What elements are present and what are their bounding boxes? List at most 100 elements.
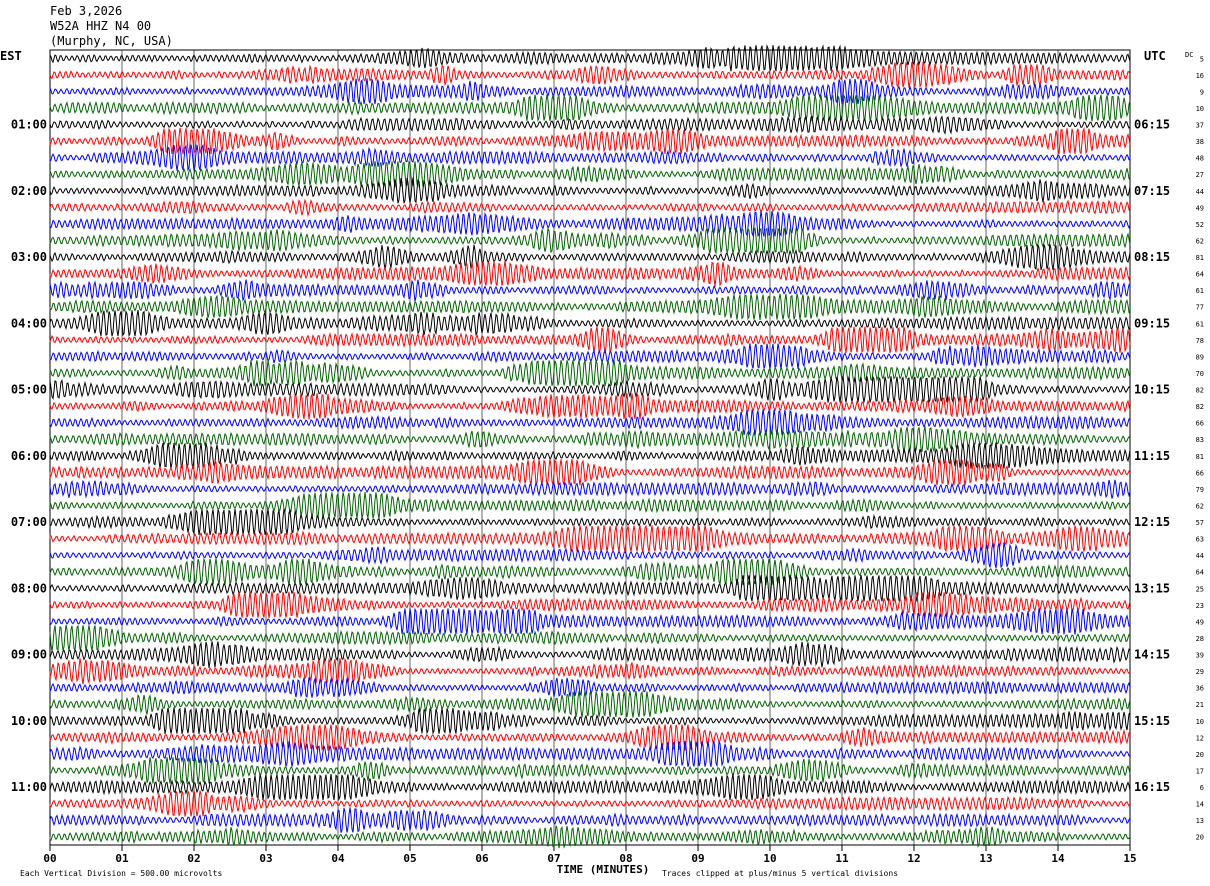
dc-offset-value: 64 bbox=[1196, 569, 1204, 577]
left-hour-label: 05:00 bbox=[11, 383, 47, 397]
dc-offset-value: 25 bbox=[1196, 585, 1204, 593]
dc-offset-value: 36 bbox=[1196, 685, 1204, 693]
seismic-trace-row-29 bbox=[49, 507, 1131, 536]
seismic-trace-row-43 bbox=[49, 740, 1131, 768]
seismic-trace-row-30 bbox=[49, 524, 1131, 554]
dc-offset-value: 49 bbox=[1196, 618, 1204, 626]
dc-offset-value: 66 bbox=[1196, 420, 1204, 428]
left-timezone-label: EST bbox=[0, 49, 22, 63]
dc-offset-value: 17 bbox=[1196, 767, 1204, 775]
left-hour-label: 03:00 bbox=[11, 250, 47, 264]
seismic-trace-row-27 bbox=[49, 479, 1131, 499]
seismic-trace-row-31 bbox=[49, 542, 1131, 569]
seismic-trace-row-7 bbox=[49, 143, 1131, 172]
x-tick-label: 04 bbox=[331, 852, 345, 865]
dc-offset-value: 79 bbox=[1196, 486, 1204, 494]
dc-offset-value: 16 bbox=[1196, 72, 1204, 80]
dc-offset-value: 37 bbox=[1196, 122, 1204, 130]
seismic-trace-row-35 bbox=[49, 607, 1131, 635]
right-hour-label: 09:15 bbox=[1134, 316, 1170, 330]
header-date: Feb 3,2026 bbox=[50, 4, 123, 18]
left-hour-label: 10:00 bbox=[11, 714, 47, 728]
dc-offset-value: 14 bbox=[1196, 801, 1204, 809]
seismic-trace-row-1 bbox=[49, 44, 1131, 72]
left-hour-label: 04:00 bbox=[11, 316, 47, 330]
dc-offset-value: 83 bbox=[1196, 436, 1204, 444]
dc-offset-value: 44 bbox=[1196, 188, 1204, 196]
dc-offset-value: 5 bbox=[1200, 55, 1204, 63]
x-tick-label: 10 bbox=[763, 852, 776, 865]
scale-note: Each Vertical Division = 500.00 microvol… bbox=[20, 869, 222, 878]
left-hour-label: 01:00 bbox=[11, 118, 47, 132]
dc-offset-value: 6 bbox=[1200, 784, 1204, 792]
right-hour-label: 12:15 bbox=[1134, 515, 1170, 529]
left-hour-label: 06:00 bbox=[11, 449, 47, 463]
seismic-trace-row-36 bbox=[49, 624, 1131, 653]
seismic-trace-row-12 bbox=[49, 226, 1131, 255]
dc-offset-value: 82 bbox=[1196, 387, 1204, 395]
dc-offset-value: 12 bbox=[1196, 734, 1204, 742]
seismic-trace-row-34 bbox=[49, 591, 1131, 619]
dc-offset-value: 48 bbox=[1196, 155, 1204, 163]
dc-offset-value: 10 bbox=[1196, 105, 1204, 113]
dc-offset-value: 52 bbox=[1196, 221, 1204, 229]
dc-offset-value: 27 bbox=[1196, 171, 1204, 179]
dc-offset-value: 10 bbox=[1196, 718, 1204, 726]
right-hour-label: 06:15 bbox=[1134, 118, 1170, 132]
seismic-trace-row-20 bbox=[49, 358, 1131, 387]
seismic-trace-row-16 bbox=[49, 293, 1131, 321]
header-station: W52A HHZ N4 00 bbox=[50, 19, 152, 33]
seismic-trace-row-3 bbox=[49, 78, 1131, 105]
seismic-trace-row-22 bbox=[49, 392, 1131, 420]
seismic-trace-row-6 bbox=[49, 126, 1131, 155]
dc-offset-value: 20 bbox=[1196, 751, 1204, 759]
seismic-trace-row-46 bbox=[49, 789, 1131, 817]
seismic-trace-row-2 bbox=[49, 61, 1131, 89]
left-hour-label: 09:00 bbox=[11, 648, 47, 662]
dc-offset-value: 13 bbox=[1196, 817, 1204, 825]
x-tick-label: 09 bbox=[691, 852, 704, 865]
right-hour-label: 10:15 bbox=[1134, 383, 1170, 397]
dc-offset-value: 28 bbox=[1196, 635, 1204, 643]
x-tick-label: 15 bbox=[1123, 852, 1136, 865]
clip-note: Traces clipped at plus/minus 5 vertical … bbox=[662, 869, 898, 878]
seismic-trace-row-21 bbox=[49, 375, 1131, 404]
dc-offset-value: 82 bbox=[1196, 403, 1204, 411]
x-tick-label: 05 bbox=[403, 852, 416, 865]
dc-offset-value: 62 bbox=[1196, 502, 1204, 510]
seismic-trace-row-4 bbox=[49, 93, 1131, 123]
x-axis-title: TIME (MINUTES) bbox=[557, 863, 650, 876]
right-hour-label: 16:15 bbox=[1134, 780, 1170, 794]
seismic-trace-row-23 bbox=[49, 409, 1131, 437]
right-hour-label: 14:15 bbox=[1134, 648, 1170, 662]
seismic-trace-row-17 bbox=[49, 309, 1131, 338]
seismic-trace-row-26 bbox=[49, 458, 1131, 486]
dc-offset-header: DC bbox=[1185, 51, 1193, 59]
dc-offset-value: 81 bbox=[1196, 453, 1204, 461]
dc-offset-value: 70 bbox=[1196, 370, 1204, 378]
seismic-trace-row-28 bbox=[49, 491, 1131, 519]
seismic-trace-row-19 bbox=[49, 343, 1131, 370]
x-tick-label: 08 bbox=[619, 852, 632, 865]
seismic-trace-row-38 bbox=[49, 657, 1131, 685]
dc-offset-value: 21 bbox=[1196, 701, 1204, 709]
dc-offset-value: 44 bbox=[1196, 552, 1204, 560]
dc-offset-value: 62 bbox=[1196, 237, 1204, 245]
x-tick-label: 01 bbox=[115, 852, 129, 865]
x-tick-label: 14 bbox=[1051, 852, 1065, 865]
seismic-trace-row-39 bbox=[49, 677, 1131, 698]
seismic-trace-row-18 bbox=[49, 326, 1131, 354]
seismic-trace-row-48 bbox=[49, 825, 1131, 849]
dc-offset-value: 9 bbox=[1200, 88, 1204, 96]
seismic-trace-row-24 bbox=[49, 426, 1131, 454]
dc-offset-value: 49 bbox=[1196, 204, 1204, 212]
x-tick-label: 03 bbox=[259, 852, 272, 865]
dc-offset-value: 61 bbox=[1196, 287, 1204, 295]
dc-offset-value: 39 bbox=[1196, 652, 1204, 660]
x-tick-label: 11 bbox=[835, 852, 849, 865]
dc-offset-value: 63 bbox=[1196, 536, 1204, 544]
right-hour-label: 13:15 bbox=[1134, 581, 1170, 595]
x-tick-label: 13 bbox=[979, 852, 992, 865]
seismic-trace-row-9 bbox=[49, 177, 1131, 204]
seismic-trace-row-32 bbox=[49, 557, 1131, 586]
